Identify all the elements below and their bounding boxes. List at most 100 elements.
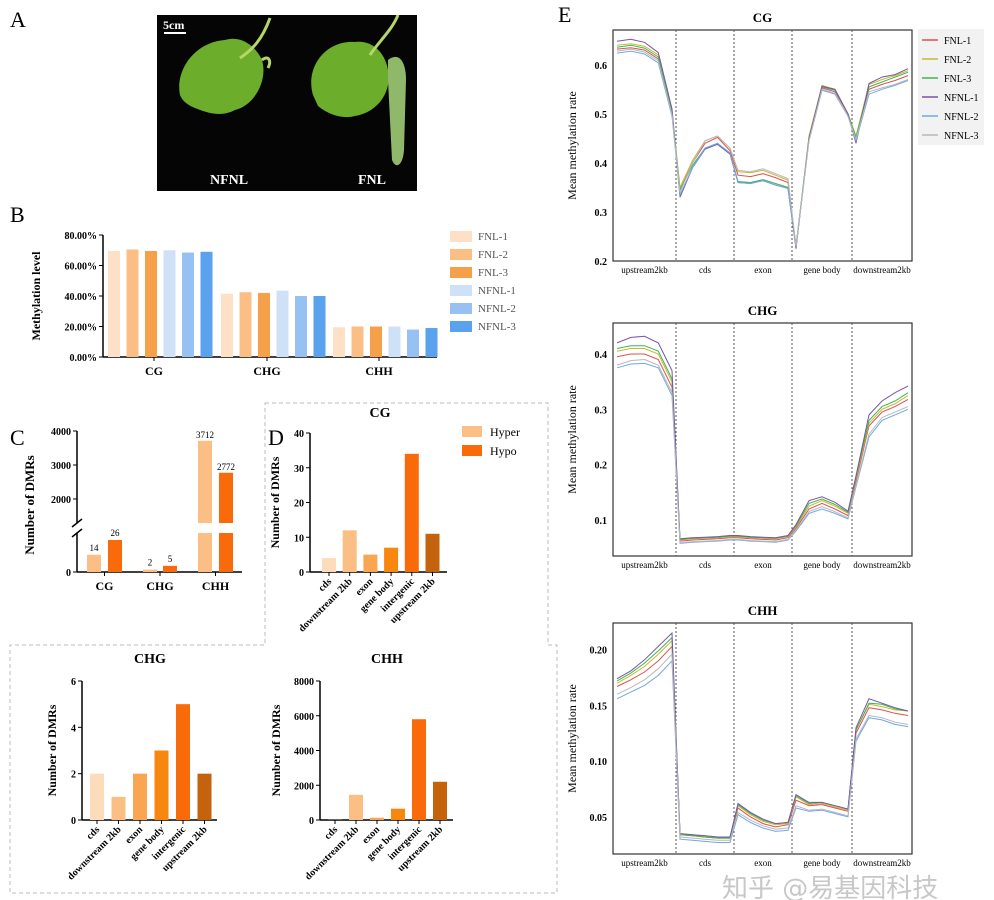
legend-swatch: [450, 321, 472, 332]
bar-fnl-2-chg: [239, 292, 252, 357]
series-line-nfnl-3: [616, 652, 909, 841]
legend-swatch: [450, 303, 472, 314]
y-tick-label: 0.10: [590, 757, 608, 768]
bar-intergenic: [404, 453, 419, 572]
bar-upstream-2kb: [433, 781, 447, 820]
region-label: gene body: [803, 858, 841, 868]
series-line-fnl-1: [616, 645, 909, 839]
bar-downstream-2kb: [111, 796, 126, 820]
region-label: cds: [699, 858, 711, 868]
bar-fnl-2-chh: [351, 326, 364, 357]
legend-label: NFNL-2: [944, 112, 978, 123]
y-axis-label: Number of DMRs: [268, 456, 282, 548]
x-tick-label: CHG: [146, 579, 173, 593]
data-label: 2772: [217, 462, 235, 472]
y-tick-label: 0.2: [595, 461, 608, 472]
bar-nfnl-3-chh: [425, 328, 438, 357]
y-tick-label: 40.00%: [65, 292, 98, 303]
legend-label: FNL-1: [944, 36, 971, 47]
bar-nfnl-2-cg: [182, 252, 194, 357]
bar-exon: [363, 554, 378, 572]
bar-upstream-2kb: [425, 533, 440, 572]
data-label: 3712: [196, 430, 214, 440]
bar-gene-body: [154, 750, 169, 820]
series-line-nfnl-1: [616, 335, 909, 540]
legend-label: NFNL-2: [478, 303, 516, 315]
bar-intergenic: [176, 704, 190, 820]
chart-e-chh: CHH upstream2kb cds exon gene body downstream…: [565, 603, 913, 868]
y-tick-label: 4: [71, 723, 76, 734]
bar-nfnl-2-chh: [407, 329, 419, 357]
series-line-fnl-2: [616, 639, 909, 838]
chart-c-dmr-counts: 0 2000 3000 4000 Number of DMRs 14 26 CG 2 5 CHG 37…: [22, 427, 242, 593]
bar-cds: [322, 558, 336, 572]
bar-fnl-3-cg: [145, 251, 157, 357]
bar-gene-body: [391, 808, 405, 820]
bar-exon: [133, 773, 147, 820]
series-line-fnl-2: [616, 348, 909, 541]
bar-fnl-1-chh: [333, 327, 345, 357]
y-tick-label: 0.2: [595, 257, 608, 268]
region-label: gene body: [803, 560, 841, 570]
y-tick-label: 0: [66, 568, 71, 579]
y-tick-label: 2: [71, 770, 76, 781]
y-tick-label: 4000: [51, 427, 71, 438]
bar-fnl-3-chg: [258, 292, 270, 357]
bar-intergenic: [412, 719, 426, 820]
bar-nfnl-1-chh: [388, 326, 401, 357]
region-label: exon: [754, 858, 772, 868]
y-axis-label: Number of DMRs: [22, 455, 37, 554]
region-label: upstream2kb: [621, 560, 668, 570]
bar-nfnl-3-cg: [200, 251, 213, 357]
y-tick-label: 6: [71, 677, 76, 688]
legend-swatch: [450, 267, 472, 278]
bar-hyper-chg: [143, 569, 157, 572]
bar-hyper-chh-lower: [198, 533, 212, 572]
series-line-nfnl-3: [616, 358, 909, 544]
x-tick-label: CHH: [202, 579, 230, 593]
y-axis-label: Mean methylation rate: [565, 684, 579, 793]
series-line-fnl-3: [616, 636, 909, 839]
legend-label: FNL-3: [944, 74, 971, 85]
y-tick-label: 0.3: [595, 208, 608, 219]
panel-label-d: D: [268, 425, 284, 450]
y-tick-label: 20: [294, 499, 304, 510]
y-tick-label: 10: [294, 533, 304, 544]
region-label: cds: [699, 560, 711, 570]
bar-hypo-chh-lower: [219, 533, 233, 572]
bar-exon: [370, 817, 384, 820]
series-line-nfnl-2: [616, 50, 909, 247]
x-tick-label: CHG: [253, 364, 280, 378]
chart-title: CHG: [134, 652, 166, 667]
chart-e-cg: CG upstream2kb cds exon gene body downstream2…: [565, 10, 984, 275]
legend-label: Hyper: [490, 425, 520, 439]
y-tick-label: 0.4: [595, 350, 608, 361]
legend-label: Hypo: [490, 444, 517, 458]
legend-label: NFNL-3: [944, 131, 978, 142]
series-line-nfnl-2: [616, 659, 909, 843]
y-tick-label: 0.6: [595, 61, 608, 72]
leaf-fnl: [311, 41, 389, 118]
legend-label: NFNL-1: [944, 93, 978, 104]
panel-d-outline: [9, 402, 558, 894]
legend-label: NFNL-1: [478, 285, 516, 297]
panel-label-c: C: [10, 425, 25, 450]
bar-fnl-2-cg: [126, 249, 139, 357]
stem-fnl: [368, 14, 400, 56]
y-tick-label: 4000: [294, 747, 314, 758]
bar-nfnl-1-chg: [276, 290, 289, 357]
plot-frame: [612, 622, 913, 855]
y-tick-label: 60.00%: [65, 262, 98, 273]
photo-label-nfnl: NFNL: [210, 173, 248, 188]
y-tick-label: 40: [294, 429, 304, 440]
legend-label: FNL-2: [944, 55, 971, 66]
y-tick-label: 8000: [294, 677, 314, 688]
bar-hypo-cg: [108, 540, 122, 572]
y-tick-label: 80.00%: [65, 231, 98, 242]
y-axis-label: Mean methylation rate: [565, 385, 579, 494]
plot-frame: [612, 29, 913, 262]
x-tick-label: CG: [145, 364, 163, 378]
watermark: 知乎 @易基因科技: [722, 874, 938, 900]
